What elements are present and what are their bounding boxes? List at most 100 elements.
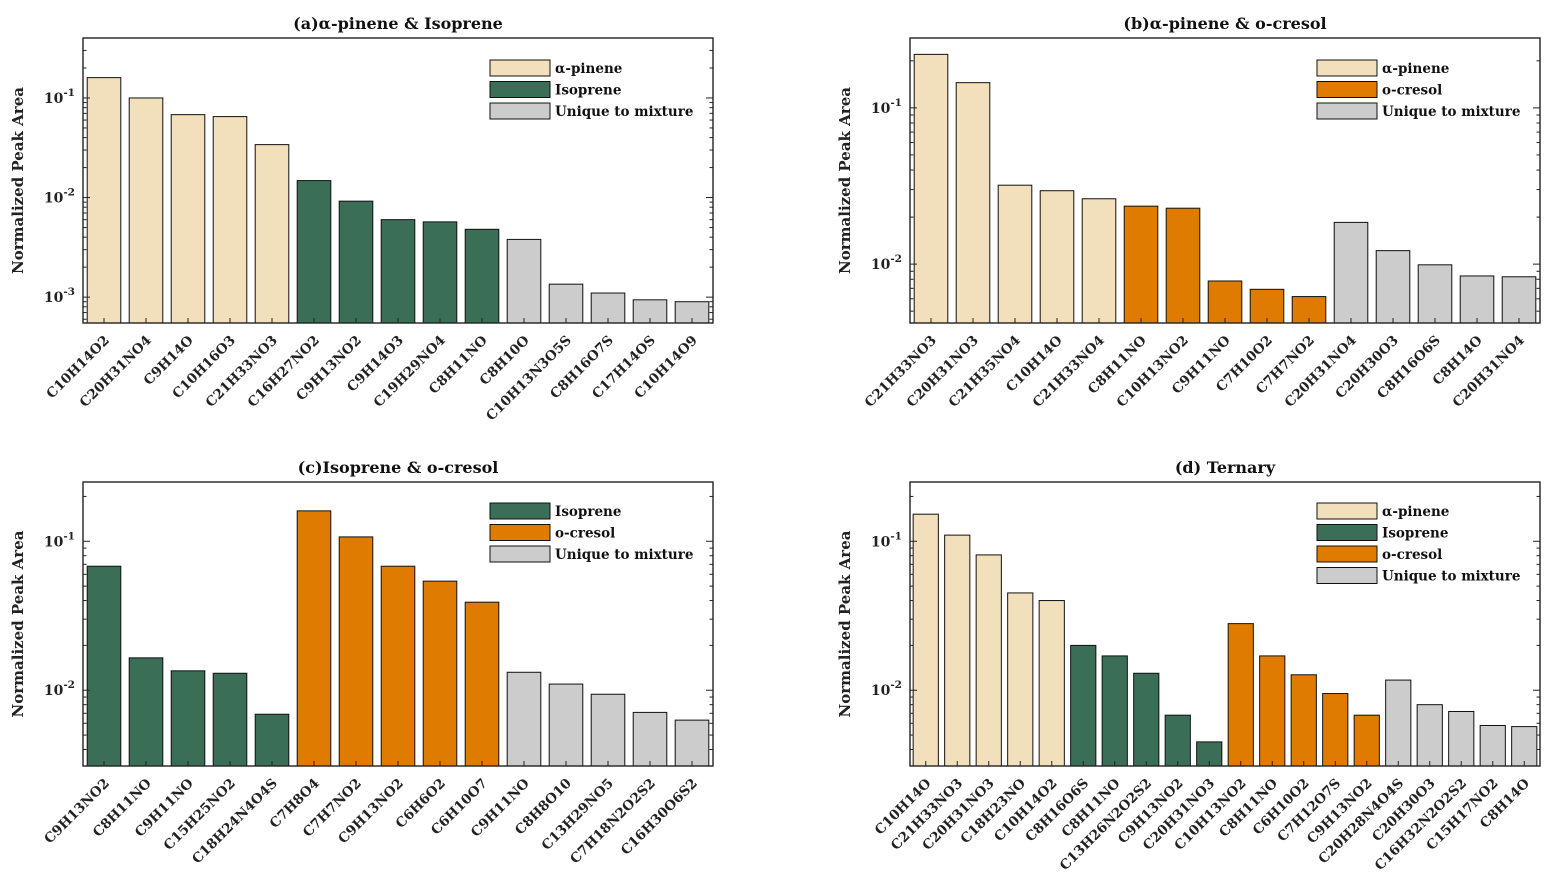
bar-C20H30O3 [1416,704,1443,767]
legend-label-unique: Unique to mixture [1382,569,1520,585]
legend: Isoprene o-cresol Unique to mixture [486,501,698,570]
bar-C10H14O2 [1038,600,1065,767]
x-tick-label: C19H29NO4 [371,333,449,411]
bar-C20H30O3 [1375,250,1411,324]
bar-C8H11NO [1123,205,1159,324]
legend-swatch-o_cresol [1316,545,1378,563]
x-tick-label: C20H31NO4 [1450,333,1528,411]
legend-swatch-isoprene [489,81,551,98]
bar-C9H11NO [506,671,542,767]
bar-C20H31NO3 [955,82,991,324]
legend-swatch-unique [1316,567,1378,584]
legend: α-pinene Isoprene Unique to mixture [486,58,698,127]
bar-C20H31NO4 [1501,276,1537,324]
legend-label-unique: Unique to mixture [1382,104,1520,120]
bar-C9H13NO2 [1353,714,1380,767]
y-tick-label: 10-1 [871,97,902,117]
bar-C6H6O2 [422,580,458,767]
chart-panel-a: (a)α-pinene & Isoprene Normalized Peak Ar… [9,14,714,424]
legend-label-alpha_pinene: α-pinene [1382,61,1449,77]
bar-C21H33NO3 [913,53,949,324]
legend-swatch-o_cresol [489,524,551,541]
chart-title: (d) Ternary [1175,458,1276,477]
y-tick-label: 10-1 [44,530,75,550]
legend: α-pinene o-cresol Unique to mixture [1313,58,1525,127]
x-tick-label: C21H33NO3 [862,333,940,411]
bar-C19H29NO4 [422,221,458,324]
bar-C8H16O6S [1070,644,1097,767]
legend-label-isoprene: Isoprene [1382,526,1448,542]
y-tick-label: 10-2 [871,679,902,699]
bar-C13H26N2O2S2 [1133,672,1160,767]
y-axis-label: Normalized Peak Area [9,87,27,274]
y-tick-label: 10-2 [44,187,75,207]
chart-title: (b)α-pinene & o-cresol [1123,14,1326,33]
chart-panel-c: (c)Isoprene & o-cresol Normalized Peak Ar… [9,458,714,867]
bar-C21H33NO4 [1081,198,1117,324]
bar-C7H7NO2 [338,536,374,767]
bar-C7H7NO2 [1291,296,1327,324]
bar-C18H23NO [1007,592,1034,767]
bar-C9H14O [170,114,206,324]
bar-C7H8O4 [296,510,332,767]
y-axis-label: Normalized Peak Area [836,87,854,274]
bar-C21H33NO3 [944,534,971,767]
x-tick-label: C21H33NO4 [1030,333,1108,411]
x-tick-label: C20H31NO4 [77,333,155,411]
y-tick-label: 10-1 [44,87,75,107]
bar-C8H11NO [464,228,500,324]
x-tick-label: C13H29NO5 [539,776,617,854]
bar-C8H10O [506,238,542,324]
bar-C8H14O [1511,726,1538,767]
bar-C7H18N2O2S2 [632,711,668,767]
bar-C18H24N4O4S [254,713,290,767]
bar-C8H11NO [1101,655,1128,767]
bar-C6H10O7 [464,601,500,767]
bar-C10H13NO2 [1165,207,1201,324]
legend-label-o_cresol: o-cresol [1382,83,1442,99]
bar-C8H11NO [1259,655,1286,767]
chart-title: (c)Isoprene & o-cresol [298,458,499,477]
bar-C10H14O2 [86,77,122,324]
legend-swatch-unique [489,102,551,120]
x-tick-label: C21H35NO4 [946,333,1024,411]
bar-C21H33NO3 [254,144,290,324]
y-axis-label: Normalized Peak Area [9,530,27,717]
bar-C15H17NO2 [1479,724,1506,767]
bar-C9H13NO2 [86,565,122,767]
legend-swatch-alpha_pinene [1316,59,1378,77]
bar-C16H30O6S2 [674,719,710,767]
legend-label-alpha_pinene: α-pinene [555,61,622,77]
bar-C9H14O3 [380,219,416,324]
bar-C8H11NO [128,657,164,767]
chart-panel-b: (b)α-pinene & o-cresol Normalized Peak Ar… [836,14,1541,411]
bar-C20H31NO4 [128,97,164,324]
legend-label-o_cresol: o-cresol [1382,547,1442,563]
bar-C9H11NO [1207,280,1243,324]
legend-label-alpha_pinene: α-pinene [1382,504,1449,520]
legend-label-o_cresol: o-cresol [555,526,615,542]
bar-C16H32N2O2S2 [1448,710,1475,767]
legend: α-pinene Isoprene o-cresol Unique to mixtur… [1313,501,1525,591]
legend-swatch-unique [1316,102,1378,120]
bar-C21H35NO4 [997,184,1033,324]
x-tick-label: C16H30O6S2 [618,776,701,859]
bar-C10H16O3 [212,116,248,324]
bar-C10H14O [912,513,939,767]
y-tick-label: 10-3 [44,286,75,306]
bar-C8H16O6S [1417,264,1453,324]
legend-swatch-alpha_pinene [1316,502,1378,520]
legend-swatch-isoprene [1316,524,1378,541]
bar-C10H13N3O5S [548,283,584,324]
legend-swatch-unique [489,545,551,563]
axes-frame [909,481,1541,767]
legend-label-unique: Unique to mixture [555,104,693,120]
bar-C10H13NO2 [1227,623,1254,767]
legend-swatch-o_cresol [1316,81,1378,98]
bar-C15H25NO2 [212,672,248,767]
x-tick-label: C20H31NO3 [904,333,982,411]
bar-C16H27NO2 [296,180,332,324]
x-tick-label: C16H27NO2 [245,333,323,411]
